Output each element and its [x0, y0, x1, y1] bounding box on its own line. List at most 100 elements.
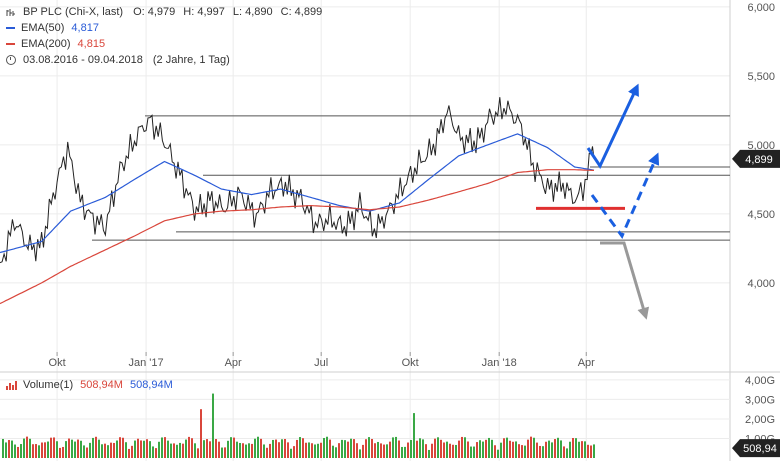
volume-bar — [305, 442, 307, 458]
volume-bar — [272, 439, 274, 458]
volume-bar — [65, 441, 67, 458]
volume-bar — [23, 438, 25, 458]
volume-bar — [302, 438, 304, 458]
legend-ema50-row: EMA(50) 4,817 — [6, 20, 322, 36]
candlestick-icon — [6, 8, 15, 16]
volume-bar — [341, 439, 343, 458]
volume-bar — [230, 437, 232, 458]
volume-tick-label: 4,00G — [745, 375, 775, 387]
volume-bar — [245, 444, 247, 458]
volume-bar — [461, 436, 463, 458]
volume-bar — [92, 437, 94, 458]
volume-bar — [143, 440, 145, 458]
volume-bar — [311, 443, 313, 458]
volume-bar — [347, 441, 349, 458]
volume-bar — [428, 449, 430, 458]
volume-bar — [44, 442, 46, 458]
volume-bar — [386, 444, 388, 458]
bullish-dashed-arrow — [590, 152, 660, 239]
volume-bar — [488, 437, 490, 458]
volume-bar — [374, 443, 376, 458]
volume-bar — [431, 443, 433, 458]
volume-bar — [470, 446, 472, 458]
volume-bar — [137, 438, 139, 458]
last-volume-tag-bg — [732, 439, 780, 458]
volume-bar — [224, 447, 226, 458]
volume-bar — [329, 439, 331, 458]
y-tick-label: 6,000 — [747, 2, 775, 14]
volume-bar — [578, 441, 580, 458]
volume-bar — [521, 445, 523, 458]
volume-bar — [197, 448, 199, 458]
volume-bar — [344, 440, 346, 458]
volume-bar — [410, 439, 412, 458]
volume-bar — [545, 441, 547, 458]
volume-bar — [86, 447, 88, 458]
legend-high: H: 4,997 — [183, 6, 225, 18]
volume-bar — [20, 444, 22, 458]
volume-bar — [509, 440, 511, 458]
volume-bar — [32, 444, 34, 458]
ema200-value: 4,815 — [77, 38, 106, 50]
x-tick-label: Jan '18 — [482, 357, 517, 369]
ema200-label: EMA(200) — [21, 38, 71, 50]
volume-bar — [512, 441, 514, 458]
x-tick-label: Apr — [225, 357, 242, 369]
date-period: (2 Jahre, 1 Tag) — [152, 54, 230, 66]
volume-bar — [215, 439, 217, 458]
volume-bar — [371, 438, 373, 458]
volume-bar — [590, 445, 592, 458]
volume-bar — [503, 438, 505, 458]
volume-bar — [116, 440, 118, 458]
volume-bar — [536, 442, 538, 458]
x-tick-label: Jul — [314, 357, 328, 369]
volume-bar — [251, 443, 253, 458]
volume-bar — [353, 439, 355, 458]
volume-bar — [2, 438, 4, 458]
volume-bar — [71, 439, 73, 458]
volume-bar — [440, 439, 442, 458]
legend-title: BP PLC (Chi-X, last) — [23, 6, 124, 18]
volume-bar — [572, 437, 574, 458]
volume-bar — [236, 441, 238, 458]
clock-icon — [6, 55, 16, 65]
volume-bar — [584, 441, 586, 458]
volume-value: 508,94M — [80, 379, 123, 391]
volume-bar — [56, 441, 58, 458]
volume-bar — [452, 444, 454, 458]
volume-bar — [239, 442, 241, 458]
volume-bar — [404, 446, 406, 458]
volume-bar — [380, 443, 382, 458]
volume-bar — [593, 444, 595, 458]
volume-bar — [53, 437, 55, 458]
volume-bar — [188, 436, 190, 458]
legend-ema200-row: EMA(200) 4,815 — [6, 36, 322, 52]
volume-bar — [233, 437, 235, 458]
volume-legend: Volume(1) 508,94M 508,94M — [6, 379, 173, 391]
volume-bar — [362, 444, 364, 458]
volume-bar — [107, 445, 109, 458]
volume-bar — [203, 440, 205, 458]
volume-bar — [167, 440, 169, 458]
volume-bar — [278, 442, 280, 458]
volume-bar — [566, 448, 568, 458]
volume-bar — [515, 441, 517, 458]
volume-bar — [485, 439, 487, 458]
volume-bar — [290, 448, 292, 458]
volume-bar — [269, 443, 271, 458]
volume-bar — [314, 444, 316, 458]
volume-bar — [350, 438, 352, 458]
volume-bar — [437, 437, 439, 458]
price-series — [0, 97, 595, 305]
volume-bar — [557, 437, 559, 458]
volume-bar — [281, 439, 283, 458]
volume-bar — [11, 440, 13, 458]
volume-bar — [287, 442, 289, 458]
volume-bar — [320, 442, 322, 458]
volume-bar — [83, 445, 85, 458]
volume-bar — [332, 445, 334, 458]
volume-bar — [551, 442, 553, 458]
date-range: 03.08.2016 - 09.04.2018 — [23, 54, 143, 66]
volume-bar — [392, 437, 394, 458]
